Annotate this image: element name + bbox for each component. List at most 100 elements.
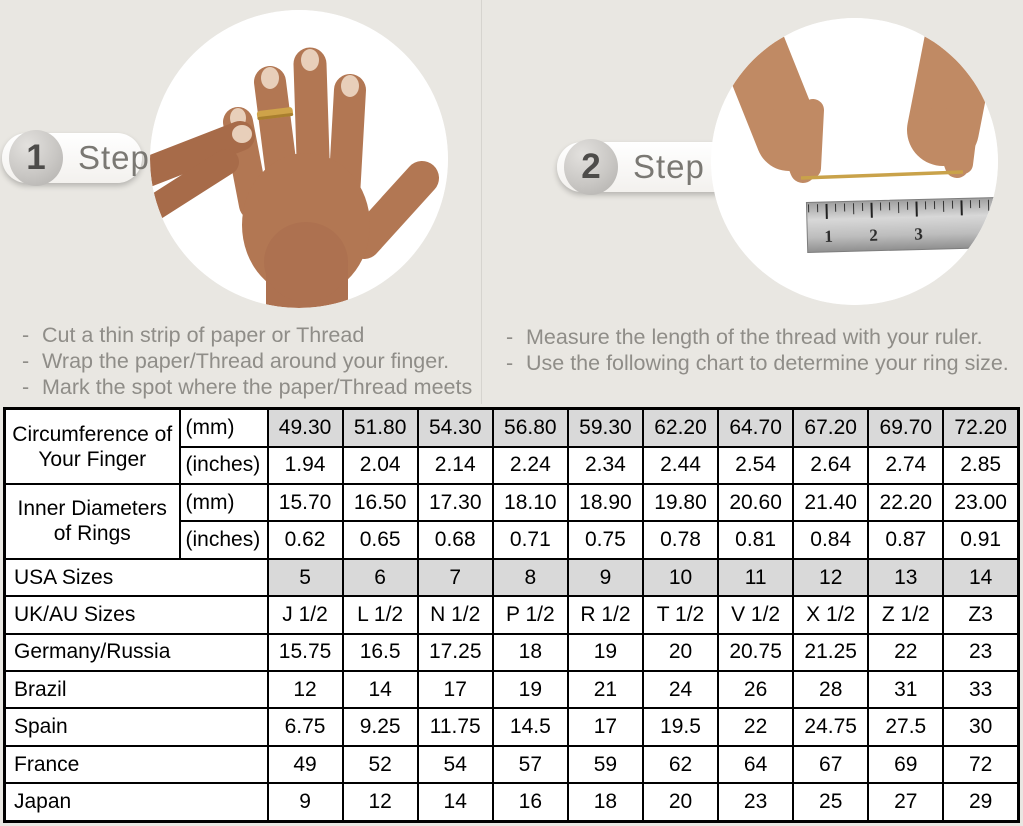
size-value-cell: N 1/2	[416, 595, 494, 635]
table-row: France 49 52 54 57 59 62 64 67 69 72	[3, 744, 1020, 785]
size-value-cell: 2.85	[942, 445, 1020, 486]
size-value-cell: 19.5	[641, 707, 720, 747]
unit-label: (mm)	[178, 483, 269, 523]
size-value-cell: 27	[867, 782, 945, 823]
size-value-cell: R 1/2	[566, 595, 644, 635]
size-value-cell: 2.14	[416, 445, 494, 486]
size-value-cell: 30	[942, 707, 1020, 747]
size-value-cell: 0.87	[867, 520, 945, 560]
size-value-cell: 16.5	[341, 632, 419, 673]
table-row: Germany/Russia 15.75 16.5 17.25 18 19 20 20.75 2…	[3, 632, 1020, 673]
row-label: Japan	[3, 782, 269, 823]
step-1-label: Step	[78, 139, 150, 176]
instruction-line: - Wrap the paper/Thread around your finge…	[22, 348, 472, 374]
row-label: USA Sizes	[3, 557, 269, 598]
instruction-line: - Measure the length of the thread with y…	[506, 324, 1009, 350]
size-value-cell: L 1/2	[341, 595, 419, 635]
size-value-cell: 7	[416, 557, 494, 598]
size-value-cell: 20.75	[717, 632, 795, 673]
size-value-cell: 31	[867, 670, 945, 710]
size-value-cell: 59	[566, 744, 644, 785]
instruction-text: Wrap the paper/Thread around your finger…	[42, 349, 450, 373]
size-value-cell: 10	[641, 557, 720, 598]
section-divider	[481, 0, 482, 404]
ring-size-chart: Circumference of Your Finger (mm) 49.30 51.…	[3, 407, 1020, 823]
size-value-cell: 9.25	[341, 707, 419, 747]
unit-label: (inches)	[178, 445, 269, 486]
size-value-cell: 12	[792, 557, 870, 598]
instruction-line: - Cut a thin strip of paper or Thread	[22, 322, 472, 348]
size-value-cell: 29	[942, 782, 1020, 823]
size-value-cell: 5	[266, 557, 344, 598]
size-value-cell: 8	[491, 557, 569, 598]
size-value-cell: 72.20	[942, 407, 1020, 448]
size-value-cell: 62	[641, 744, 720, 785]
size-value-cell: 17.25	[416, 632, 494, 673]
size-value-cell: 21	[566, 670, 644, 710]
size-value-cell: 18.10	[491, 483, 569, 523]
size-value-cell: 62.20	[641, 407, 720, 448]
row-group-label: Inner Diameters of Rings	[3, 483, 181, 560]
table-row: (inches) 0.62 0.65 0.68 0.71 0.75 0.78 0.81 0.84…	[5, 520, 1020, 560]
size-value-cell: 14.5	[491, 707, 569, 747]
step-2-instructions: - Measure the length of the thread with y…	[506, 324, 1009, 376]
size-value-cell: 18	[566, 782, 644, 823]
size-value-cell: 2.44	[641, 445, 720, 486]
size-value-cell: 27.5	[867, 707, 945, 747]
size-value-cell: Z3	[942, 595, 1020, 635]
instruction-text: Measure the length of the thread with yo…	[526, 325, 983, 349]
size-value-cell: 69	[867, 744, 945, 785]
size-value-cell: 14	[341, 670, 419, 710]
size-value-cell: 54.30	[416, 407, 494, 448]
size-value-cell: 6.75	[266, 707, 344, 747]
size-value-cell: 22.20	[867, 483, 945, 523]
size-value-cell: 54	[416, 744, 494, 785]
size-value-cell: 17	[566, 707, 644, 747]
size-value-cell: 20	[641, 632, 720, 673]
size-value-cell: 1.94	[266, 445, 344, 486]
row-group-label: Circumference of Your Finger	[3, 407, 181, 486]
row-label: Brazil	[3, 670, 269, 710]
size-value-cell: 0.91	[942, 520, 1020, 560]
size-value-cell: 72	[942, 744, 1020, 785]
size-value-cell: 16	[491, 782, 569, 823]
size-value-cell: 18.90	[566, 483, 644, 523]
row-label: France	[3, 744, 269, 785]
svg-text:3: 3	[914, 224, 923, 243]
size-value-cell: 0.71	[491, 520, 569, 560]
size-value-cell: 59.30	[566, 407, 644, 448]
step-1-badge: 1 Step	[2, 130, 149, 186]
size-value-cell: 6	[341, 557, 419, 598]
size-value-cell: 13	[867, 557, 945, 598]
table-row: Spain 6.75 9.25 11.75 14.5 17 19.5 22 24.75 27.5 3…	[3, 707, 1020, 747]
size-value-cell: 0.62	[266, 520, 344, 560]
size-value-cell: 19	[566, 632, 644, 673]
size-value-cell: V 1/2	[717, 595, 795, 635]
svg-text:2: 2	[869, 226, 878, 245]
size-value-cell: 67	[792, 744, 870, 785]
bullet-dash: -	[22, 323, 30, 347]
table-row: Brazil 12 14 17 19 21 24 26 28 31 33	[3, 670, 1020, 710]
size-value-cell: 11.75	[416, 707, 494, 747]
size-value-cell: 18	[491, 632, 569, 673]
size-value-cell: T 1/2	[641, 595, 720, 635]
size-value-cell: 0.68	[416, 520, 494, 560]
step-1-instructions: - Cut a thin strip of paper or Thread - Wra…	[22, 322, 472, 400]
size-value-cell: 22	[867, 632, 945, 673]
size-chart-body: Circumference of Your Finger (mm) 49.30 51.…	[3, 407, 1020, 823]
bullet-dash: -	[22, 375, 30, 399]
size-value-cell: 2.64	[792, 445, 870, 486]
size-value-cell: 9	[566, 557, 644, 598]
size-value-cell: 26	[717, 670, 795, 710]
svg-text:1: 1	[824, 227, 833, 246]
table-row: Circumference of Your Finger (mm) 49.30 51.…	[3, 407, 1020, 486]
size-value-cell: J 1/2	[266, 595, 344, 635]
size-value-cell: 67.20	[792, 407, 870, 448]
unit-label: (mm)	[178, 407, 269, 448]
size-value-cell: 2.24	[491, 445, 569, 486]
size-value-cell: 14	[416, 782, 494, 823]
size-value-cell: P 1/2	[491, 595, 569, 635]
bullet-dash: -	[506, 351, 514, 375]
size-value-cell: 2.34	[566, 445, 644, 486]
